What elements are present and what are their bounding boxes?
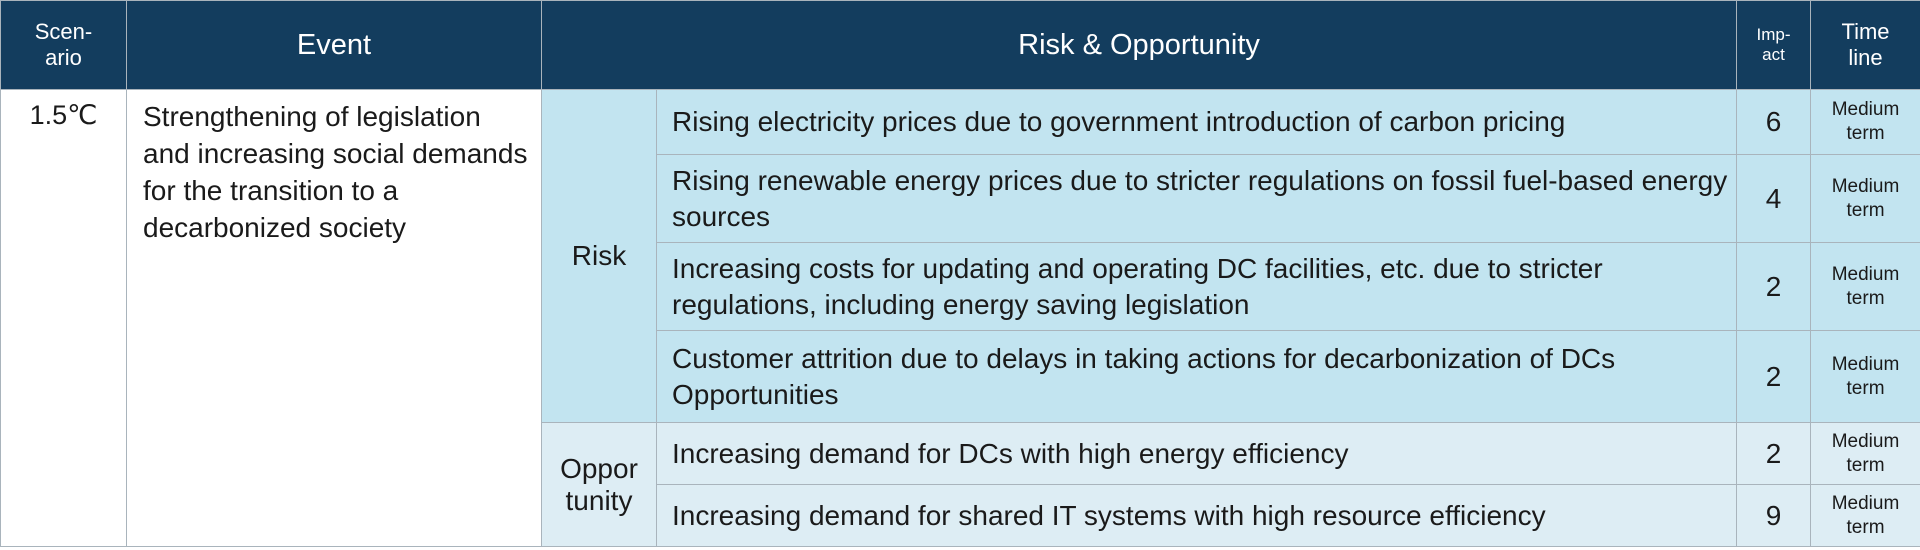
timeline-cell: Medium term [1810,89,1920,155]
timeline-cell: Medium term [1810,330,1920,423]
description-cell: Increasing demand for shared IT systems … [655,484,1738,547]
table-row: Increasing costs for updating and operat… [1,242,1920,331]
impact-cell: 2 [1736,242,1812,331]
timeline-cell: Medium term [1810,154,1920,243]
event-cell: Strengthening of legislation and increas… [126,89,542,547]
description-cell: Rising electricity prices due to governm… [655,89,1738,155]
description-cell: Increasing costs for updating and operat… [655,242,1738,331]
header-cell: Scen- ario [0,0,127,90]
header-row: Scen- ario Event Risk & Opportunity Imp-… [0,0,1920,90]
description-cell: Increasing demand for DCs with high ener… [655,422,1738,485]
timeline-cell: Medium term [1810,422,1920,485]
description-cell: Rising renewable energy prices due to st… [655,154,1738,243]
header-cell: Event [126,0,542,90]
description-cell: Customer attrition due to delays in taki… [655,330,1738,423]
impact-cell: 6 [1736,89,1812,155]
table-row: Increasing demand for shared IT systems … [1,484,1920,547]
impact-cell: 2 [1736,422,1812,485]
table-row: Rising renewable energy prices due to st… [1,154,1920,243]
impact-cell: 9 [1736,484,1812,547]
category-cell: Oppor tunity [541,422,657,547]
header-cell: Time line [1810,0,1920,90]
header-cell: Imp- act [1736,0,1812,90]
timeline-cell: Medium term [1810,242,1920,331]
timeline-cell: Medium term [1810,484,1920,547]
table-body: 1.5℃ Strengthening of legislation and inc… [0,89,1920,547]
scenario-cell: 1.5℃ [0,89,127,547]
category-cell: Risk [541,89,657,423]
impact-cell: 2 [1736,330,1812,423]
table-row: Customer attrition due to delays in taki… [1,330,1920,423]
header-cell: Risk & Opportunity [540,0,1738,90]
table-row: 1.5℃ Strengthening of legislation and inc… [0,89,1920,547]
impact-cell: 4 [1736,154,1812,243]
